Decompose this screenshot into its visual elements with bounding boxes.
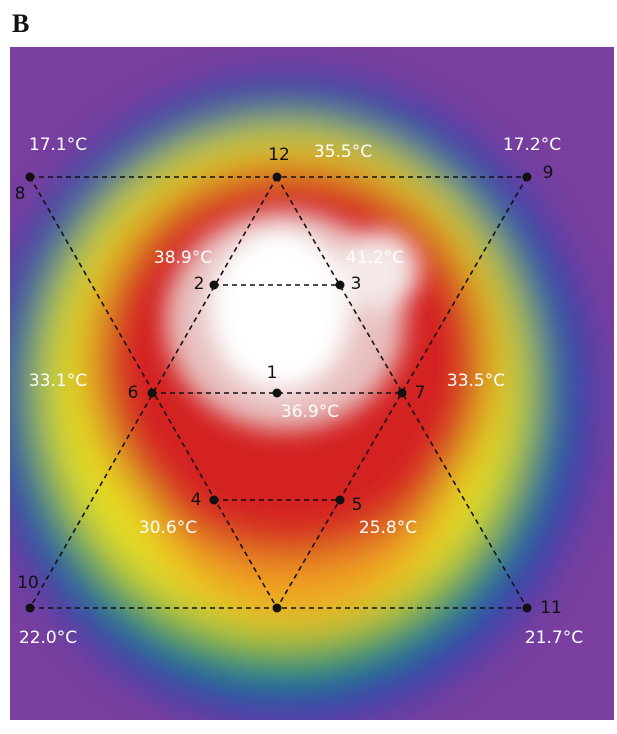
point [523, 173, 532, 182]
point-number: 7 [415, 383, 426, 403]
point [398, 389, 407, 398]
temperature-label: 33.5°C [447, 371, 505, 391]
point [210, 496, 219, 505]
point [273, 389, 282, 398]
point [148, 389, 157, 398]
temperature-label: 41.2°C [346, 248, 404, 268]
point [523, 604, 532, 613]
panel-label: B [12, 9, 29, 38]
temperature-label: 35.5°C [314, 142, 372, 162]
temperature-label: 30.6°C [139, 518, 197, 538]
point [26, 173, 35, 182]
temperature-label: 22.0°C [19, 628, 77, 648]
point-number: 12 [268, 145, 290, 165]
point-number: 11 [540, 598, 562, 618]
point [26, 604, 35, 613]
point-number: 9 [543, 163, 554, 183]
temperature-label: 38.9°C [154, 248, 212, 268]
temperature-label: 17.1°C [29, 135, 87, 155]
point [273, 173, 282, 182]
point-number: 10 [17, 573, 39, 593]
heat-white [340, 230, 420, 310]
point [210, 281, 219, 290]
temperature-label: 17.2°C [503, 135, 561, 155]
point-number: 2 [194, 274, 205, 294]
figure: B 136.9°C 2 38.9°C 3 41.2°C 4 30.6°C 5 25.8°C 6 33… [0, 0, 617, 734]
point-number: 1 [267, 363, 278, 383]
point [336, 496, 345, 505]
point-number: 8 [15, 184, 26, 204]
heat-white [210, 230, 350, 390]
point-number: 3 [351, 274, 362, 294]
temperature-label: 36.9°C [281, 402, 339, 422]
temperature-label: 25.8°C [359, 518, 417, 538]
temperature-label: 33.1°C [29, 371, 87, 391]
temperature-label: 21.7°C [525, 628, 583, 648]
point-number: 6 [128, 383, 139, 403]
point [336, 281, 345, 290]
point-number: 5 [352, 495, 363, 515]
point [273, 604, 282, 613]
point-number: 4 [191, 490, 202, 510]
